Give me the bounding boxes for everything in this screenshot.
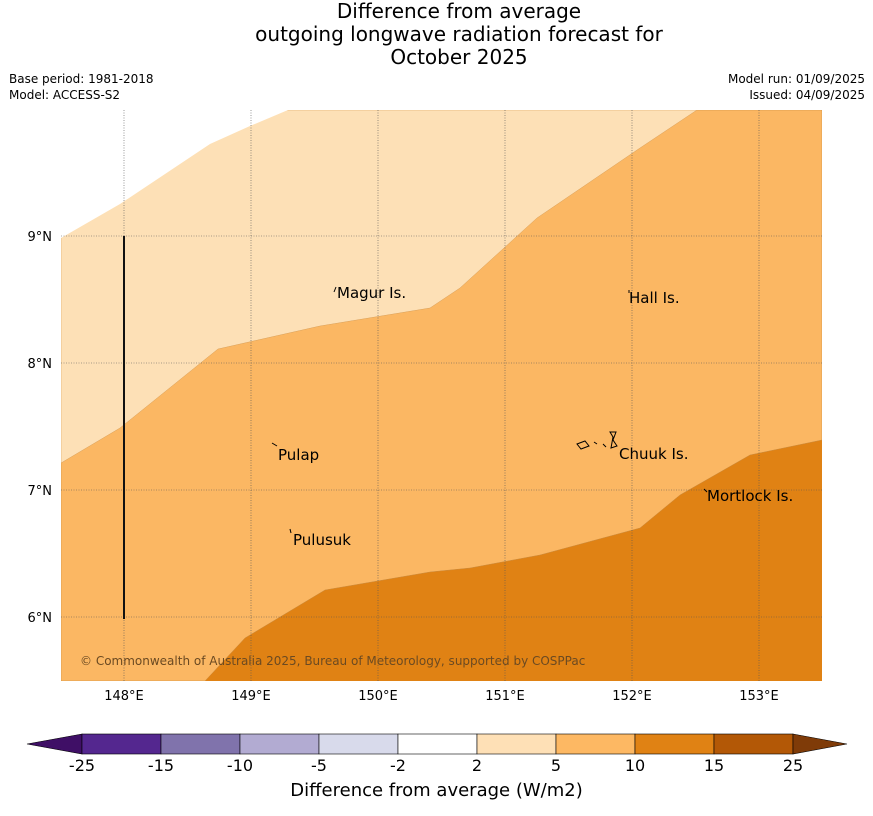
colorbar-tick-label: -25 [69, 756, 95, 775]
latitude-labels: 9°N 8°N 7°N 6°N [28, 230, 53, 626]
colorbar-segment [239, 733, 320, 755]
lon-label: 149°E [231, 689, 271, 704]
meta-right: Model run: 01/09/2025 Issued: 04/09/2025 [728, 71, 865, 103]
chuuk-island-outline [576, 431, 618, 450]
map-fields [61, 110, 822, 681]
mortlock-island-outline [703, 488, 708, 493]
pulap-island-outline [271, 442, 278, 447]
colorbar-tick-label: -2 [390, 756, 406, 775]
lon-label: 151°E [485, 689, 525, 704]
lat-label: 9°N [28, 230, 53, 245]
magur-island-outline [333, 286, 337, 293]
place-labels: Magur Is. Hall Is. Pulap Chuuk Is. Mortl… [278, 284, 793, 549]
colorbar-segment [555, 733, 636, 755]
place-label-pulusuk: Pulusuk [293, 531, 351, 549]
colorbar [26, 733, 848, 755]
base-period: Base period: 1981-2018 [9, 72, 154, 86]
title-line-3: October 2025 [390, 45, 528, 69]
colorbar-tick-label: 15 [704, 756, 724, 775]
place-label-chuuk: Chuuk Is. [619, 445, 688, 463]
lon-label: 150°E [358, 689, 398, 704]
colorbar-tick-label: -5 [311, 756, 327, 775]
map-title: Difference from average outgoing longwav… [0, 0, 873, 69]
pulusuk-island-outline [289, 528, 292, 534]
copyright-notice: © Commonwealth of Australia 2025, Bureau… [80, 654, 585, 668]
colorbar-segment [476, 733, 557, 755]
colorbar-tick-label: 10 [625, 756, 645, 775]
lon-label: 153°E [739, 689, 779, 704]
colorbar-tick-label: 5 [551, 756, 561, 775]
colorbar-extend-low [26, 733, 83, 755]
colorbar-extend-high [792, 733, 848, 755]
place-label-mortlock: Mortlock Is. [707, 487, 793, 505]
model-name: Model: ACCESS-S2 [9, 88, 121, 102]
colorbar-tick-label: -15 [148, 756, 174, 775]
model-run: Model run: 01/09/2025 [727, 72, 865, 86]
lon-label: 152°E [612, 689, 652, 704]
colorbar-segment [713, 733, 794, 755]
place-label-pulap: Pulap [278, 446, 319, 464]
band-2-5 [61, 110, 698, 464]
lat-label: 7°N [28, 484, 53, 499]
islands [271, 286, 708, 534]
colorbar-labels: -25 -15 -10 -5 -2 2 5 10 15 25 [69, 756, 803, 775]
colorbar-title: Difference from average (W/m2) [290, 780, 583, 801]
lat-label: 8°N [28, 357, 53, 372]
colorbar-segment [634, 733, 715, 755]
lat-label: 6°N [28, 611, 53, 626]
colorbar-segment [81, 733, 162, 755]
place-label-hall: Hall Is. [629, 289, 680, 307]
colorbar-tick-label: 2 [472, 756, 482, 775]
meta-left: Base period: 1981-2018 Model: ACCESS-S2 [9, 71, 154, 103]
colorbar-segment [318, 733, 399, 755]
title-line-1: Difference from average [336, 0, 582, 23]
colorbar-segment [397, 733, 478, 755]
colorbar-tick-label: 25 [783, 756, 803, 775]
place-label-magur: Magur Is. [337, 284, 406, 302]
longitude-labels: 148°E 149°E 150°E 151°E 152°E 153°E [104, 689, 779, 704]
lon-label: 148°E [104, 689, 144, 704]
colorbar-tick-label: -10 [227, 756, 253, 775]
issued-date: Issued: 04/09/2025 [749, 88, 865, 102]
title-line-2: outgoing longwave radiation forecast for [255, 22, 663, 46]
colorbar-segment [160, 733, 241, 755]
band-neutral [61, 110, 288, 238]
